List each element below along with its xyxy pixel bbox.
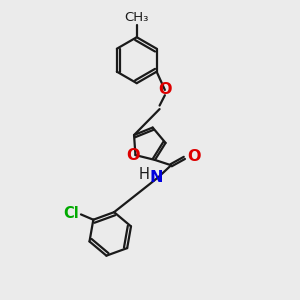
Text: CH₃: CH₃ [124, 11, 149, 24]
Text: Cl: Cl [63, 206, 79, 221]
Text: H: H [139, 167, 150, 182]
Text: N: N [150, 170, 163, 185]
Text: O: O [126, 148, 140, 163]
Text: O: O [158, 82, 172, 98]
Text: O: O [187, 149, 201, 164]
